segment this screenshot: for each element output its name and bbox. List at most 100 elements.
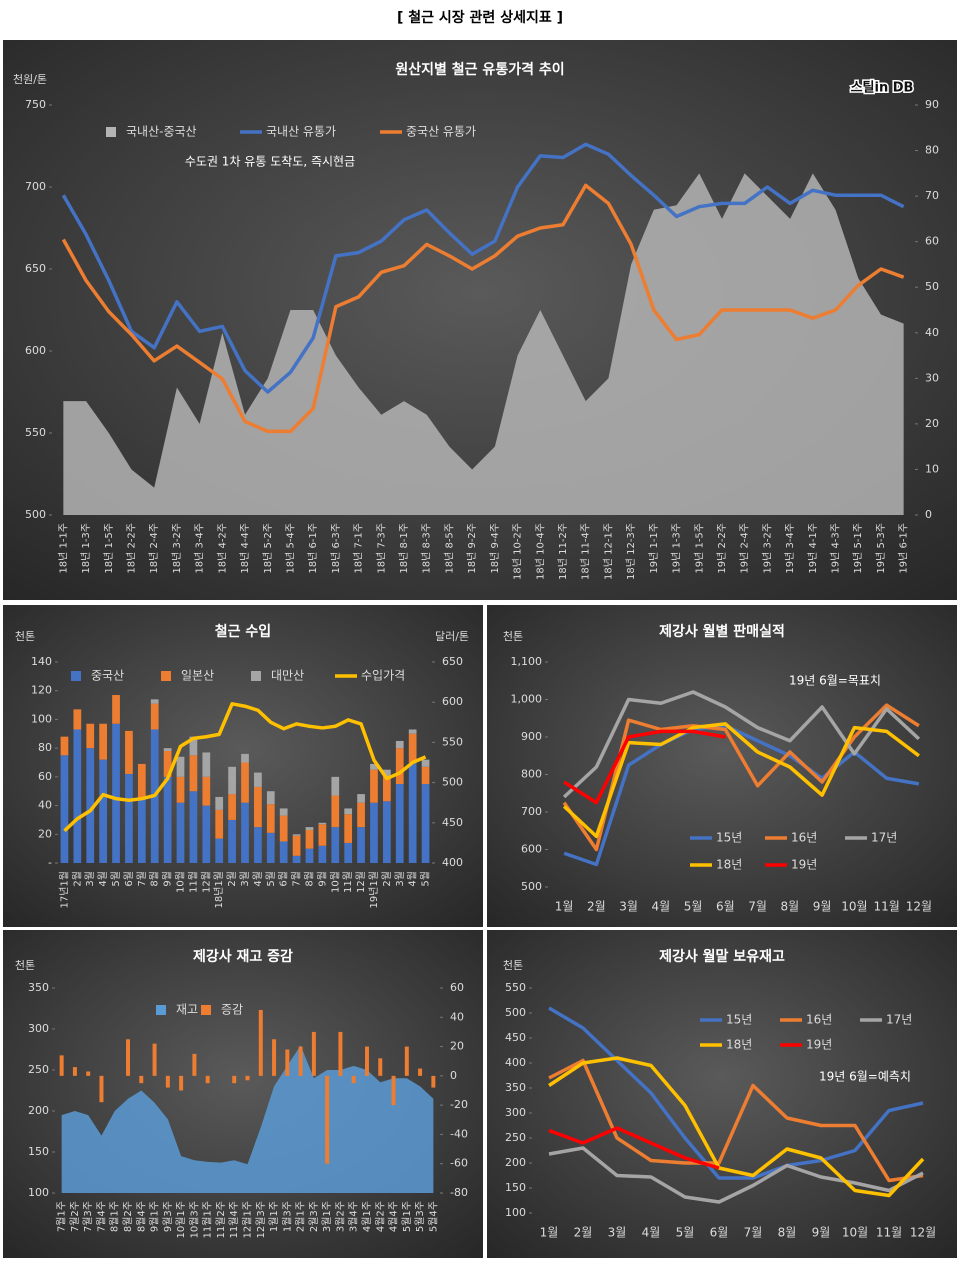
- x-tick-label: 11월2주: [215, 1201, 227, 1239]
- x-tick-label: 10월1주: [175, 1201, 187, 1239]
- y-tick-label: 60: [38, 770, 52, 783]
- x-tick-label: 4월1주: [361, 1201, 373, 1232]
- bar: [395, 784, 404, 863]
- bar: [150, 699, 159, 704]
- bar: [215, 796, 224, 810]
- x-tick-label: 8월: [303, 871, 315, 887]
- bar: [215, 838, 224, 863]
- y-tick-label: 750: [25, 98, 46, 111]
- page-title: [ 철근 시장 관련 상세지표 ]: [397, 9, 563, 26]
- x-tick-label: 2월: [587, 900, 606, 914]
- bar: [266, 804, 275, 833]
- x-tick-label: 5월: [684, 900, 703, 914]
- x-tick-label: 18년 8-3주: [421, 523, 433, 574]
- bar: [86, 723, 95, 749]
- y-tick-label: 900: [521, 730, 542, 743]
- legend-label: 17년: [871, 831, 897, 845]
- y-tick-label: 300: [28, 1022, 49, 1035]
- bar: [228, 766, 236, 795]
- bar: [189, 791, 198, 863]
- legend-label: 대만산: [271, 669, 304, 683]
- bar: [325, 1075, 330, 1164]
- x-tick-label: 19년 3-2주: [761, 523, 773, 574]
- bar: [364, 1046, 369, 1076]
- line: [548, 1146, 924, 1204]
- bar: [357, 802, 365, 828]
- x-tick-label: 6월: [716, 900, 735, 914]
- x-tick-label: 19년 4-3주: [830, 523, 842, 574]
- y2-tick-label: 10: [925, 462, 939, 475]
- x-tick-label: 18년 1-5주: [103, 523, 115, 574]
- x-tick-label: 11월: [342, 871, 354, 893]
- bar: [99, 723, 108, 760]
- x-tick-label: 3월: [84, 871, 96, 887]
- bar: [331, 827, 340, 863]
- x-tick-label: 7월3주: [82, 1201, 94, 1232]
- bar: [202, 805, 211, 863]
- legend-label: 중국산 유통가: [406, 125, 476, 139]
- line: [562, 722, 920, 839]
- bar: [60, 736, 69, 756]
- x-tick-label: 4월: [97, 871, 109, 887]
- x-tick-label: 4월: [407, 871, 419, 887]
- x-tick-label: 8월1주: [109, 1201, 121, 1232]
- annotation: 19년 6월=목표치: [789, 674, 881, 688]
- x-tick-label: 8월: [778, 1226, 797, 1240]
- bar: [382, 801, 391, 863]
- bar: [228, 819, 236, 863]
- y2-tick-label: 550: [442, 735, 463, 748]
- bar: [139, 1075, 144, 1084]
- bar: [189, 736, 198, 756]
- legend-label: 수입가격: [361, 669, 405, 683]
- bar: [292, 855, 301, 863]
- x-tick-label: 7월: [744, 1226, 763, 1240]
- bar: [86, 748, 95, 863]
- y-tick-label: 100: [505, 1206, 526, 1219]
- y-tick-label: 100: [28, 1186, 49, 1199]
- y2-tick-label: 60: [450, 981, 464, 994]
- bar: [391, 1075, 396, 1106]
- x-tick-label: 18년 9-2주: [466, 523, 478, 574]
- bar: [305, 829, 314, 849]
- x-tick-label: 18년 10-2주: [512, 523, 524, 580]
- y2-tick-label: -60: [450, 1157, 468, 1170]
- y2-tick-label: 500: [442, 776, 463, 789]
- x-tick-label: 9월: [813, 900, 832, 914]
- x-tick-label: 10월: [329, 871, 341, 893]
- x-tick-label: 7월: [748, 900, 767, 914]
- y-tick-label: 400: [505, 1056, 526, 1069]
- y-tick-label: 550: [505, 981, 526, 994]
- bar: [150, 703, 159, 730]
- line: [563, 729, 726, 805]
- x-tick-label: 19년 1-5주: [693, 523, 705, 574]
- legend-swatch: [161, 671, 171, 681]
- x-tick-label: 12월3주: [255, 1201, 267, 1239]
- bar: [179, 1075, 184, 1091]
- x-tick-label: 7월1주: [56, 1201, 68, 1232]
- y-tick-label: 600: [25, 344, 46, 357]
- x-tick-label: 18년 4-4주: [239, 523, 251, 574]
- bar: [73, 729, 82, 863]
- y-axis-label: 천원/톤: [13, 72, 47, 86]
- bar: [305, 848, 314, 863]
- y-tick-label: 150: [505, 1181, 526, 1194]
- y-tick-label: 200: [28, 1104, 49, 1117]
- x-tick-label: 8월2주: [122, 1201, 134, 1232]
- y-tick-label: 200: [505, 1156, 526, 1169]
- y-tick-label: 350: [505, 1081, 526, 1094]
- x-tick-label: 18년 1-1주: [57, 523, 69, 574]
- bar: [254, 772, 262, 787]
- bar: [338, 1031, 343, 1076]
- line: [548, 1126, 720, 1170]
- legend-label: 일본산: [181, 669, 214, 683]
- bar: [60, 755, 69, 863]
- bar: [370, 763, 378, 770]
- x-tick-label: 19년 5-3주: [875, 523, 887, 574]
- annotation: 19년 6월=예측치: [819, 1070, 911, 1084]
- y-tick-label: 300: [505, 1106, 526, 1119]
- line: [548, 1006, 924, 1180]
- y2-tick-label: 90: [925, 98, 939, 111]
- y-tick-label: 250: [28, 1063, 49, 1076]
- x-tick-label: 18년 11-4주: [580, 523, 592, 580]
- y2-tick-label: 0: [925, 508, 932, 521]
